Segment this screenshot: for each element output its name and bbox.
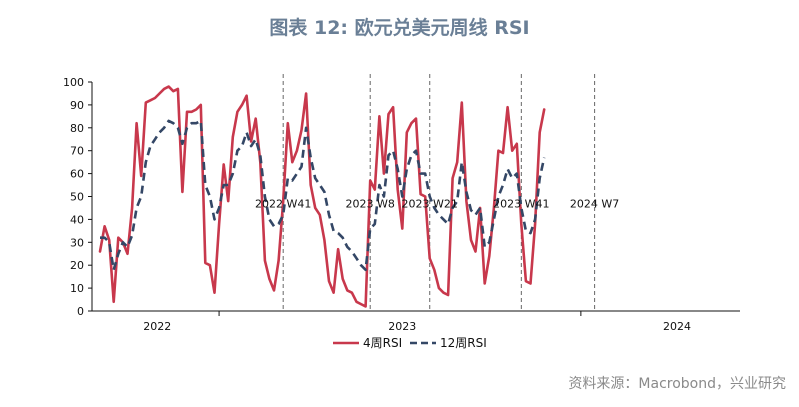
event-annotation-label: 2023 W41 — [493, 197, 549, 210]
y-tick-label: 90 — [70, 99, 84, 112]
y-tick-label: 0 — [77, 305, 84, 318]
x-tick-label: 2024 — [663, 320, 691, 333]
chart-title: 图表 12: 欧元兑美元周线 RSI — [269, 17, 530, 39]
y-tick-label: 60 — [70, 168, 84, 181]
x-tick-label: 2023 — [388, 320, 416, 333]
series-line-rsi12 — [100, 119, 546, 272]
y-tick-label: 50 — [70, 191, 84, 204]
y-tick-label: 20 — [70, 259, 84, 272]
y-tick-label: 70 — [70, 145, 84, 158]
source-note: 资料来源：Macrobond，兴业研究 — [568, 376, 786, 392]
event-annotation-label: 2023 W21 — [402, 197, 458, 210]
event-annotation-label: 2024 W7 — [570, 197, 619, 210]
y-tick-label: 10 — [70, 282, 84, 295]
event-annotation-label: 2022 W41 — [255, 197, 311, 210]
y-tick-label: 80 — [70, 122, 84, 135]
series-line-rsi4 — [98, 85, 546, 308]
event-annotation-label: 2023 W8 — [346, 197, 395, 210]
legend-label-rsi12: 12周RSI — [440, 336, 487, 350]
y-tick-label: 100 — [63, 76, 84, 89]
legend-label-rsi4: 4周RSI — [363, 336, 402, 350]
x-tick-label: 2022 — [143, 320, 171, 333]
y-tick-label: 40 — [70, 213, 84, 226]
y-tick-label: 30 — [70, 236, 84, 249]
